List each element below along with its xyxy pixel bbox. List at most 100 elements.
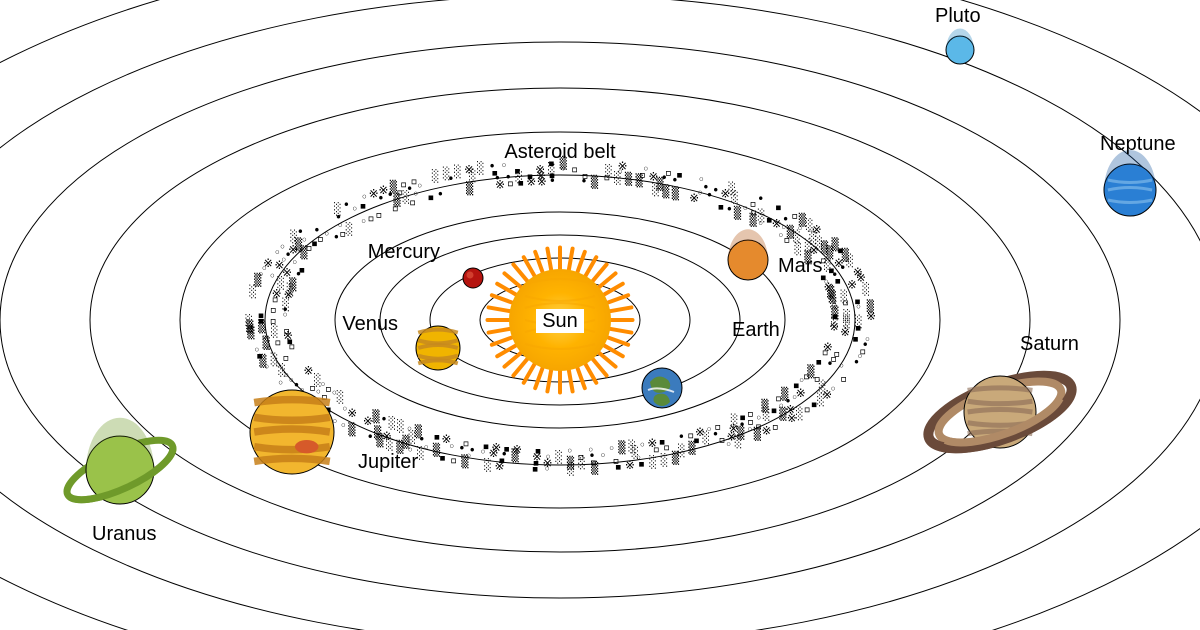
svg-text:◦: ◦ — [757, 217, 764, 231]
planet-label-jupiter: Jupiter — [358, 451, 418, 473]
svg-text:░: ░ — [763, 406, 770, 421]
planet-label-mars: Mars — [778, 255, 822, 277]
planet-label-venus: Venus — [342, 313, 398, 335]
svg-text:░: ░ — [649, 454, 656, 469]
svg-text:•: • — [826, 357, 833, 371]
svg-text:▒: ▒ — [591, 460, 599, 475]
svg-text:▫: ▫ — [842, 295, 849, 309]
svg-text:◦: ◦ — [639, 438, 646, 452]
svg-text:▒: ▒ — [672, 185, 680, 200]
svg-text:▪: ▪ — [834, 273, 841, 287]
svg-text:░: ░ — [397, 418, 404, 433]
planet-label-neptune: Neptune — [1100, 133, 1176, 155]
svg-text:◦: ◦ — [725, 438, 732, 452]
svg-text:※: ※ — [347, 406, 357, 420]
sun-label: Sun — [542, 310, 578, 332]
asteroid-belt-label: Asteroid belt — [504, 141, 616, 163]
svg-text:▒: ▒ — [348, 422, 356, 437]
svg-text:▫: ▫ — [772, 419, 779, 433]
planet-venus — [416, 326, 460, 370]
svg-text:◦: ◦ — [323, 227, 330, 241]
svg-text:※: ※ — [464, 163, 474, 177]
svg-text:•: • — [297, 225, 304, 239]
svg-text:░: ░ — [443, 166, 450, 181]
svg-text:◦: ◦ — [351, 202, 358, 216]
svg-text:▒: ▒ — [754, 426, 762, 441]
svg-text:▫: ▫ — [410, 174, 417, 188]
svg-text:▒: ▒ — [466, 181, 474, 196]
svg-text:░: ░ — [432, 168, 439, 183]
svg-text:▫: ▫ — [581, 169, 588, 183]
svg-text:•: • — [380, 413, 387, 427]
svg-text:░: ░ — [334, 201, 341, 216]
svg-text:▪: ▪ — [514, 164, 521, 178]
svg-text:▪: ▪ — [770, 403, 777, 417]
svg-text:▫: ▫ — [571, 162, 578, 176]
svg-text:░: ░ — [346, 221, 353, 236]
svg-text:░: ░ — [605, 163, 612, 178]
svg-text:▪: ▪ — [427, 190, 434, 204]
svg-text:※: ※ — [303, 363, 313, 377]
svg-text:▪: ▪ — [615, 459, 622, 473]
svg-text:▫: ▫ — [450, 453, 457, 467]
svg-text:▫: ▫ — [803, 402, 810, 416]
svg-text:•: • — [726, 203, 733, 217]
svg-text:░: ░ — [417, 445, 424, 460]
svg-text:▒: ▒ — [688, 440, 696, 455]
planet-mercury — [463, 268, 483, 288]
svg-text:•: • — [712, 184, 719, 198]
svg-text:░: ░ — [796, 406, 803, 421]
planet-label-saturn: Saturn — [1020, 333, 1079, 355]
svg-text:◦: ◦ — [361, 190, 368, 204]
svg-text:◦: ◦ — [855, 300, 862, 314]
svg-text:•: • — [367, 430, 374, 444]
svg-text:▒: ▒ — [511, 447, 519, 462]
svg-text:▒: ▒ — [591, 174, 599, 189]
svg-text:░: ░ — [817, 391, 824, 406]
svg-text:※: ※ — [847, 277, 857, 291]
svg-text:▪: ▪ — [433, 430, 440, 444]
svg-text:•: • — [489, 160, 496, 174]
svg-text:◦: ◦ — [543, 462, 550, 476]
svg-text:▫: ▫ — [663, 440, 670, 454]
svg-text:※: ※ — [618, 159, 628, 173]
svg-text:▒: ▒ — [390, 179, 398, 194]
sun: Sun — [488, 248, 633, 393]
svg-text:▪: ▪ — [257, 308, 264, 322]
svg-text:※: ※ — [363, 414, 373, 428]
svg-text:▪: ▪ — [815, 355, 822, 369]
svg-text:•: • — [678, 430, 685, 444]
planet-label-earth: Earth — [732, 319, 780, 341]
solar-system-diagram: ▪░※░░░※◦▪※▪◦•※▫▫▫◦▫•▪•◦▒▫▫▫◦░◦▪※※░▒◦▪▫•▫… — [0, 0, 1200, 630]
svg-text:▫: ▫ — [400, 177, 407, 191]
svg-text:░: ░ — [555, 449, 562, 464]
svg-text:▪: ▪ — [676, 168, 683, 182]
svg-text:░: ░ — [337, 389, 344, 404]
svg-text:※: ※ — [535, 162, 545, 176]
svg-text:•: • — [458, 441, 465, 455]
svg-text:※: ※ — [829, 319, 839, 333]
svg-text:▪: ▪ — [811, 397, 818, 411]
svg-text:◦: ◦ — [746, 423, 753, 437]
svg-text:※: ※ — [787, 411, 797, 425]
svg-text:▒: ▒ — [433, 442, 441, 457]
svg-text:▫: ▫ — [367, 211, 374, 225]
planet-jupiter — [250, 390, 334, 474]
svg-text:◦: ◦ — [406, 422, 413, 436]
svg-text:░: ░ — [731, 189, 738, 204]
svg-text:※: ※ — [761, 423, 771, 437]
planet-neptune — [1104, 150, 1156, 216]
svg-text:░: ░ — [389, 415, 396, 430]
svg-text:※: ※ — [378, 183, 388, 197]
svg-text:▫: ▫ — [840, 372, 847, 386]
svg-text:◦: ◦ — [742, 201, 749, 215]
svg-text:▒: ▒ — [415, 424, 423, 439]
svg-text:░: ░ — [477, 160, 484, 175]
planet-saturn — [920, 361, 1081, 463]
planet-uranus — [60, 418, 181, 512]
svg-text:░: ░ — [246, 313, 253, 328]
svg-text:▪: ▪ — [526, 169, 533, 183]
svg-text:▪: ▪ — [717, 200, 724, 214]
svg-text:▒: ▒ — [402, 434, 410, 449]
svg-text:※: ※ — [840, 325, 850, 339]
